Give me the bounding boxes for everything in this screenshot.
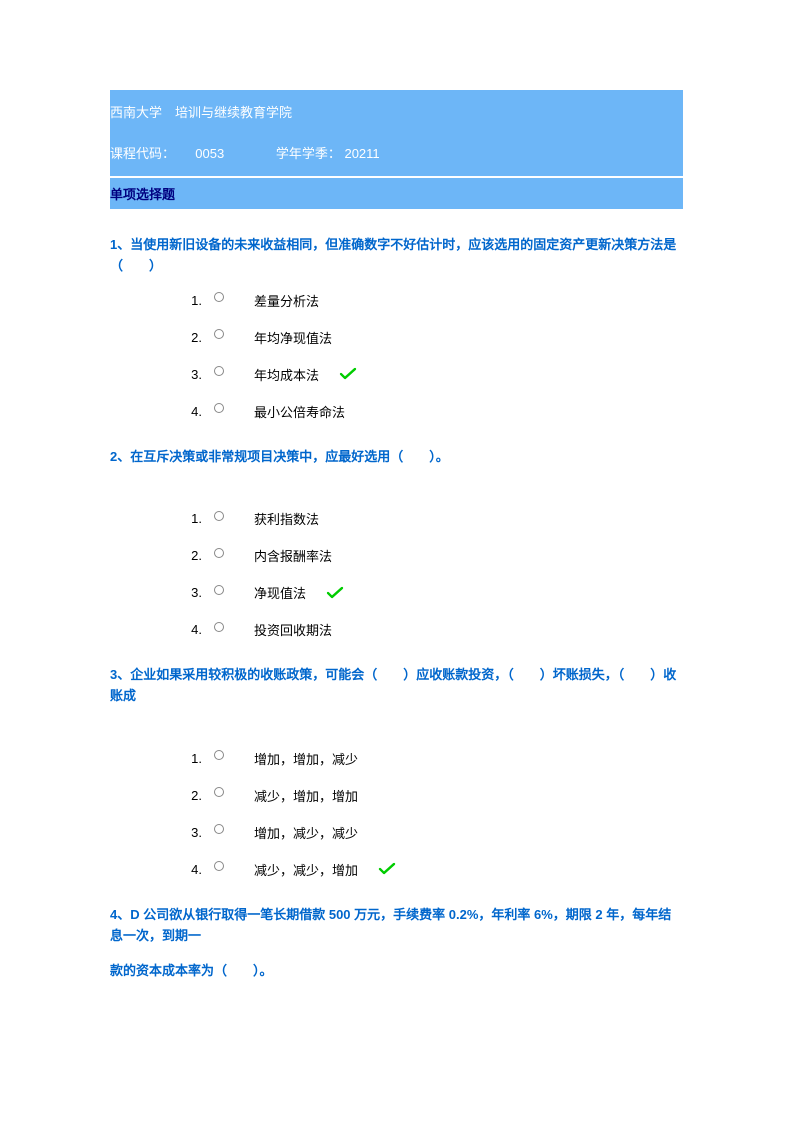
question-block: 3、企业如果采用较积极的收账政策，可能会（ ）应收账款投资，（ ）坏账损失，（ …: [110, 665, 683, 879]
spacer: [110, 721, 683, 749]
option-row: 2. 内含报酬率法: [180, 546, 683, 565]
question-text: 2、在互斥决策或非常规项目决策中，应最好选用（ ）。: [110, 447, 683, 468]
option-label: 内含报酬率法: [254, 546, 332, 565]
question-text: 3、企业如果采用较积极的收账政策，可能会（ ）应收账款投资，（ ）坏账损失，（ …: [110, 665, 683, 707]
option-row: 3. 年均成本法: [180, 365, 683, 384]
options-list: 1. 差量分析法 2. 年均净现值法 3. 年均成本法 4. 最小公倍寿命法: [110, 291, 683, 421]
radio-icon[interactable]: [214, 585, 224, 595]
radio-icon[interactable]: [214, 511, 224, 521]
radio-icon[interactable]: [214, 292, 224, 302]
option-label: 年均成本法: [254, 365, 319, 384]
option-row: 2. 减少，增加，增加: [180, 786, 683, 805]
radio-icon[interactable]: [214, 861, 224, 871]
radio-icon[interactable]: [214, 403, 224, 413]
option-label: 投资回收期法: [254, 620, 332, 639]
question-block: 4、D 公司欲从银行取得一笔长期借款 500 万元，手续费率 0.2%，年利率 …: [110, 905, 683, 981]
option-label: 差量分析法: [254, 291, 319, 310]
section-title-box: 单项选择题: [110, 178, 683, 209]
season-label: 学年学季：: [276, 146, 341, 161]
option-number: 4.: [180, 404, 202, 419]
radio-icon[interactable]: [214, 824, 224, 834]
option-row: 1. 获利指数法: [180, 509, 683, 528]
option-number: 1.: [180, 511, 202, 526]
section-title: 单项选择题: [110, 184, 683, 203]
option-number: 3.: [180, 585, 202, 600]
option-number: 2.: [180, 788, 202, 803]
check-icon: [378, 862, 396, 876]
options-list: 1. 增加，增加，减少 2. 减少，增加，增加 3. 增加，减少，减少 4. 减少，减少，增加: [110, 749, 683, 879]
course-code-value: 0053: [195, 146, 224, 161]
option-number: 3.: [180, 367, 202, 382]
option-label: 净现值法: [254, 583, 306, 602]
header-box: 西南大学 培训与继续教育学院 课程代码： 0053 学年学季： 20211: [110, 90, 683, 176]
radio-icon[interactable]: [214, 622, 224, 632]
check-icon: [326, 586, 344, 600]
option-row: 1. 差量分析法: [180, 291, 683, 310]
option-label: 增加，减少，减少: [254, 823, 358, 842]
option-number: 1.: [180, 751, 202, 766]
question-text-line2: 款的资本成本率为（ ）。: [110, 961, 683, 982]
options-list: 1. 获利指数法 2. 内含报酬率法 3. 净现值法 4. 投资回收期法: [110, 509, 683, 639]
option-number: 4.: [180, 622, 202, 637]
radio-icon[interactable]: [214, 329, 224, 339]
radio-icon[interactable]: [214, 787, 224, 797]
check-icon: [339, 367, 357, 381]
option-label: 增加，增加，减少: [254, 749, 358, 768]
option-row: 3. 净现值法: [180, 583, 683, 602]
option-row: 4. 最小公倍寿命法: [180, 402, 683, 421]
option-label: 获利指数法: [254, 509, 319, 528]
question-text: 1、当使用新旧设备的未来收益相同，但准确数字不好估计时，应该选用的固定资产更新决…: [110, 235, 683, 277]
question-text: 4、D 公司欲从银行取得一笔长期借款 500 万元，手续费率 0.2%，年利率 …: [110, 905, 683, 947]
option-number: 4.: [180, 862, 202, 877]
option-number: 1.: [180, 293, 202, 308]
season-value: 20211: [344, 146, 379, 161]
option-number: 2.: [180, 330, 202, 345]
radio-icon[interactable]: [214, 750, 224, 760]
institution-name: 西南大学 培训与继续教育学院: [110, 102, 683, 143]
option-row: 4. 投资回收期法: [180, 620, 683, 639]
option-row: 1. 增加，增加，减少: [180, 749, 683, 768]
option-label: 减少，减少，增加: [254, 860, 358, 879]
spacer: [110, 481, 683, 509]
option-row: 3. 增加，减少，减少: [180, 823, 683, 842]
radio-icon[interactable]: [214, 366, 224, 376]
option-label: 减少，增加，增加: [254, 786, 358, 805]
option-row: 2. 年均净现值法: [180, 328, 683, 347]
option-label: 最小公倍寿命法: [254, 402, 345, 421]
course-info-line: 课程代码： 0053 学年学季： 20211: [110, 143, 683, 166]
option-number: 3.: [180, 825, 202, 840]
question-block: 2、在互斥决策或非常规项目决策中，应最好选用（ ）。 1. 获利指数法 2. 内含报酬率…: [110, 447, 683, 640]
option-row: 4. 减少，减少，增加: [180, 860, 683, 879]
radio-icon[interactable]: [214, 548, 224, 558]
course-code-label: 课程代码：: [110, 146, 175, 161]
question-block: 1、当使用新旧设备的未来收益相同，但准确数字不好估计时，应该选用的固定资产更新决…: [110, 235, 683, 421]
option-label: 年均净现值法: [254, 328, 332, 347]
option-number: 2.: [180, 548, 202, 563]
